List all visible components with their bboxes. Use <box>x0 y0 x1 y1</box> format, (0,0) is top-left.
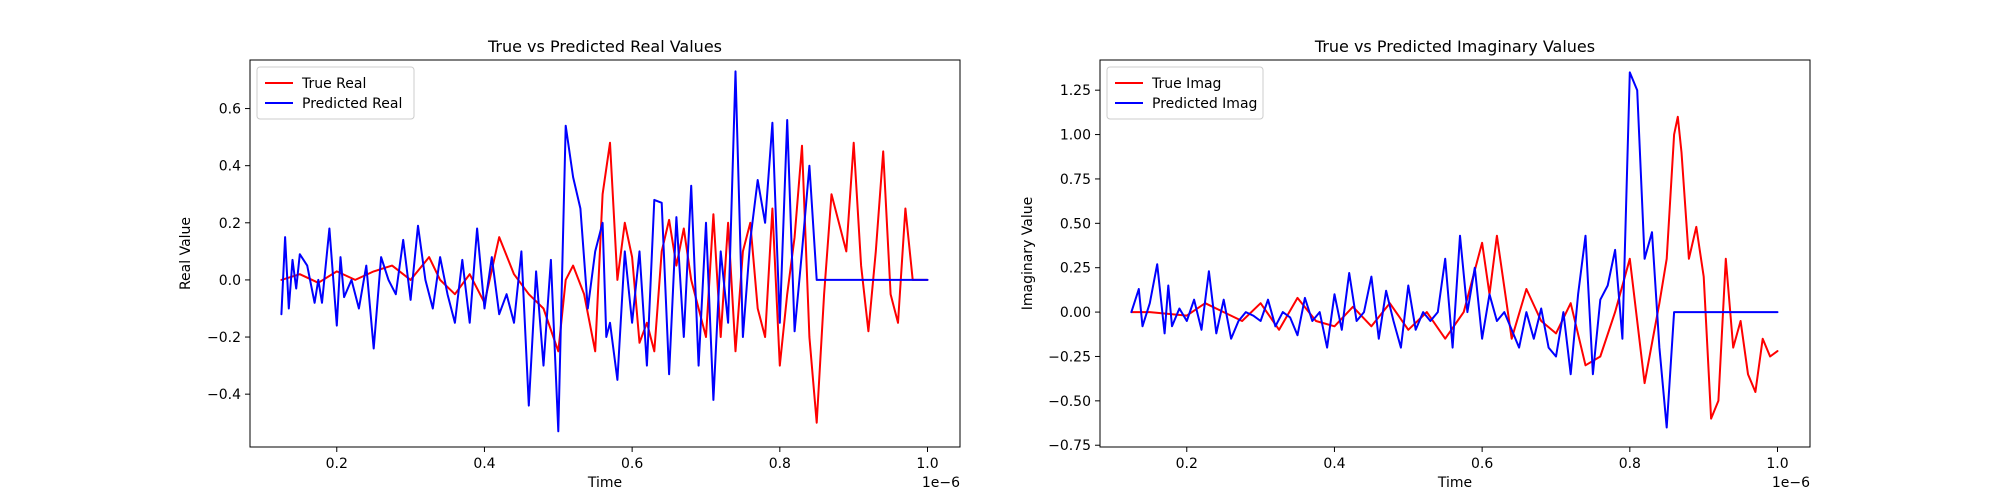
legend-label: Predicted Real <box>302 96 402 112</box>
legend: True Real Predicted Real <box>256 66 415 120</box>
y-tick-label: −0.50 <box>1048 394 1091 410</box>
x-tick-label: 0.4 <box>1323 456 1345 472</box>
x-offset-label: 1e−6 <box>922 475 960 491</box>
y-tick-label: −0.4 <box>207 387 241 403</box>
y-axis-label: Real Value <box>178 217 194 290</box>
legend-label: True Imag <box>1151 76 1221 92</box>
series-line-true-real <box>280 141 929 424</box>
x-tick-label: 0.2 <box>326 456 348 472</box>
legend-label: True Real <box>301 76 366 92</box>
series-line-predicted-imag <box>1130 71 1779 429</box>
x-tick-label: 0.2 <box>1176 456 1198 472</box>
legend: True Imag Predicted Imag <box>1106 66 1264 120</box>
x-tick-label: 0.6 <box>1471 456 1493 472</box>
legend-label: Predicted Imag <box>1152 96 1257 112</box>
y-tick-label: 0.75 <box>1060 172 1091 188</box>
y-tick-label: 0.4 <box>219 159 241 175</box>
x-axis-label: Time <box>1437 475 1472 491</box>
y-axis-label: Imaginary Value <box>1020 197 1036 311</box>
legend-box <box>256 66 415 120</box>
x-tick-label: 1.0 <box>1766 456 1788 472</box>
x-tick-label: 0.8 <box>769 456 791 472</box>
y-tick-label: 0.00 <box>1060 305 1091 321</box>
y-tick-label: 0.2 <box>219 216 241 232</box>
y-tick-label: 0.50 <box>1060 216 1091 232</box>
imaginary-values-chart: True vs Predicted Imaginary Values 0.2 0.4… <box>1020 37 1811 491</box>
chart-title: True vs Predicted Real Values <box>487 37 722 56</box>
y-tick-label: 1.00 <box>1060 128 1091 144</box>
x-tick-label: 0.4 <box>473 456 495 472</box>
y-tick-label: 0.6 <box>219 102 241 118</box>
y-tick-label: −0.25 <box>1048 349 1091 365</box>
x-offset-label: 1e−6 <box>1772 475 1810 491</box>
y-tick-label: −0.2 <box>207 330 241 346</box>
x-axis-label: Time <box>587 475 622 491</box>
series-line-predicted-real <box>280 70 929 433</box>
y-tick-label: 0.25 <box>1060 261 1091 277</box>
chart-title: True vs Predicted Imaginary Values <box>1314 37 1595 56</box>
x-tick-label: 0.8 <box>1619 456 1641 472</box>
x-tick-label: 1.0 <box>916 456 938 472</box>
y-tick-label: 0.0 <box>219 273 241 289</box>
series-line-true-imag <box>1130 115 1779 420</box>
x-tick-label: 0.6 <box>621 456 643 472</box>
y-tick-label: 1.25 <box>1060 83 1091 99</box>
axes-frame <box>1099 59 1811 448</box>
y-tick-label: −0.75 <box>1048 438 1091 454</box>
axes-frame <box>249 59 961 448</box>
real-values-chart: True vs Predicted Real Values 0.2 0.4 0.6 0.… <box>178 37 961 491</box>
legend-box <box>1106 66 1264 120</box>
